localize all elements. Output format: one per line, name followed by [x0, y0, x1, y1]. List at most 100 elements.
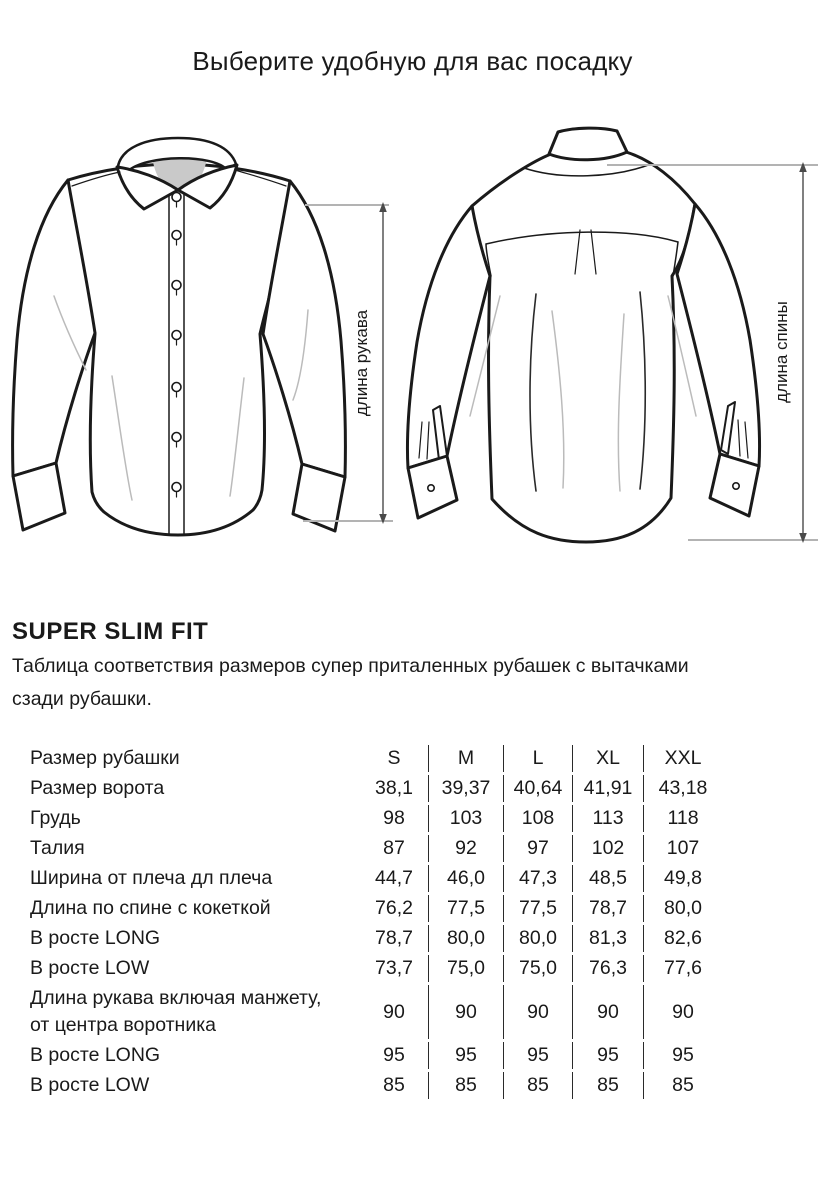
table-row: В росте LONG 95 95 95 95 95	[30, 1042, 722, 1069]
value-cell: 80,0	[503, 925, 572, 952]
back-neckline-seam	[523, 163, 652, 177]
back-shirt-drawing	[405, 126, 762, 544]
value-cell: 78,7	[572, 895, 643, 922]
back-left-sleeve	[405, 204, 492, 470]
value-cell: 107	[643, 835, 722, 862]
value-cell: 44,7	[375, 867, 413, 889]
value-cell: 95	[428, 1042, 503, 1069]
back-right-sleeve	[675, 202, 762, 468]
value-cell: 103	[428, 805, 503, 832]
value-cell: 90	[503, 985, 572, 1039]
value-cell: 75,0	[428, 955, 503, 982]
value-cell: 85	[572, 1072, 643, 1099]
back-length-label: длина спины	[772, 301, 791, 403]
value-cell: 47,3	[503, 865, 572, 892]
row-label-cell: В росте LOW	[30, 1074, 150, 1096]
value-cell: 82,6	[643, 925, 722, 952]
size-header-cell: L	[503, 745, 572, 772]
table-row: Длина по спине с кокеткой 76,2 77,5 77,5…	[30, 895, 722, 922]
back-right-cuff-button	[731, 481, 740, 490]
back-body	[470, 150, 697, 544]
value-cell: 81,3	[572, 925, 643, 952]
page-title: Выберите удобную для вас посадку	[192, 46, 633, 76]
value-cell: 108	[503, 805, 572, 832]
back-length-dimension: длина спины	[607, 162, 818, 543]
value-cell: 95	[503, 1042, 572, 1069]
value-cell: 118	[643, 805, 722, 832]
row-label-cell: Размер рубашки	[30, 747, 180, 769]
value-cell: 98	[383, 807, 405, 829]
value-cell: 46,0	[428, 865, 503, 892]
size-header-cell: XL	[572, 745, 643, 772]
back-darts	[529, 291, 647, 492]
row-label-cell: Длина по спине с кокеткой	[30, 897, 271, 919]
value-cell: 41,91	[572, 775, 643, 802]
fit-heading: SUPER SLIM FIT	[12, 618, 209, 645]
row-label-cell: Грудь	[30, 807, 81, 829]
table-row: В росте LONG 78,7 80,0 80,0 81,3 82,6	[30, 925, 722, 952]
value-cell: 43,18	[643, 775, 722, 802]
sleeve-length-label: длина рукава	[352, 309, 371, 416]
value-cell: 76,3	[572, 955, 643, 982]
front-buttons	[171, 191, 182, 498]
value-cell: 80,0	[643, 895, 722, 922]
size-header-cell: S	[387, 747, 401, 769]
row-label-cell: Размер ворота	[30, 777, 165, 799]
shirt-measurement-diagram: длина рукава длина спины	[11, 126, 818, 544]
table-row: Размер рубашки S M L XL XXL	[30, 745, 722, 772]
row-label-cell: Талия	[30, 837, 85, 859]
value-cell: 95	[383, 1044, 405, 1066]
front-body	[66, 162, 292, 537]
row-label-cell: Ширина от плеча дл плеча	[30, 867, 273, 889]
value-cell: 85	[643, 1072, 722, 1099]
front-placket	[168, 191, 185, 535]
back-left-cuff-button	[426, 483, 435, 492]
front-collar-right-leaf	[176, 163, 239, 210]
value-cell: 78,7	[375, 927, 413, 949]
size-header-cell: XXL	[643, 745, 722, 772]
value-cell: 77,5	[503, 895, 572, 922]
value-cell: 85	[503, 1072, 572, 1099]
value-cell: 40,64	[503, 775, 572, 802]
table-row: Грудь 98 103 108 113 118	[30, 805, 722, 832]
back-yoke-seam	[485, 231, 679, 277]
front-left-cuff	[11, 461, 67, 532]
value-cell: 87	[383, 837, 405, 859]
value-cell: 90	[383, 1000, 405, 1023]
value-cell: 49,8	[643, 865, 722, 892]
value-cell: 38,1	[375, 777, 413, 799]
row-label-cell: В росте LONG	[30, 927, 161, 949]
table-row: В росте LOW 73,7 75,0 75,0 76,3 77,6	[30, 955, 722, 982]
value-cell: 80,0	[428, 925, 503, 952]
value-cell: 95	[572, 1042, 643, 1069]
value-cell: 102	[572, 835, 643, 862]
front-collar-band	[116, 136, 238, 174]
row-label-cell: В росте LONG	[30, 1044, 161, 1066]
value-cell: 90	[643, 985, 722, 1039]
back-collar	[547, 126, 629, 162]
sleeve-length-dimension: длина рукава	[303, 202, 393, 524]
table-row: В росте LOW 85 85 85 85 85	[30, 1072, 722, 1099]
value-cell: 76,2	[375, 897, 413, 919]
value-cell: 75,0	[503, 955, 572, 982]
value-cell: 73,7	[375, 957, 413, 979]
value-cell: 77,5	[428, 895, 503, 922]
value-cell: 92	[428, 835, 503, 862]
value-cell: 95	[643, 1042, 722, 1069]
size-table: Размер рубашки S M L XL XXL Размер ворот…	[30, 742, 722, 1102]
value-cell: 90	[572, 985, 643, 1039]
value-cell: 39,37	[428, 775, 503, 802]
fit-description: Таблица соответствия размеров супер прит…	[12, 655, 689, 710]
back-right-cuff-placket	[720, 401, 736, 455]
value-cell: 113	[572, 805, 643, 832]
value-cell: 97	[503, 835, 572, 862]
front-right-cuff	[291, 462, 347, 533]
value-cell: 90	[428, 985, 503, 1039]
value-cell: 48,5	[572, 865, 643, 892]
front-shirt-drawing	[11, 136, 347, 537]
size-header-cell: M	[428, 745, 503, 772]
value-cell: 85	[383, 1074, 405, 1096]
back-pleat	[574, 229, 597, 275]
row-label-cell: В росте LOW	[30, 957, 150, 979]
size-table-body: Размер рубашки S M L XL XXL Размер ворот…	[30, 745, 722, 1099]
